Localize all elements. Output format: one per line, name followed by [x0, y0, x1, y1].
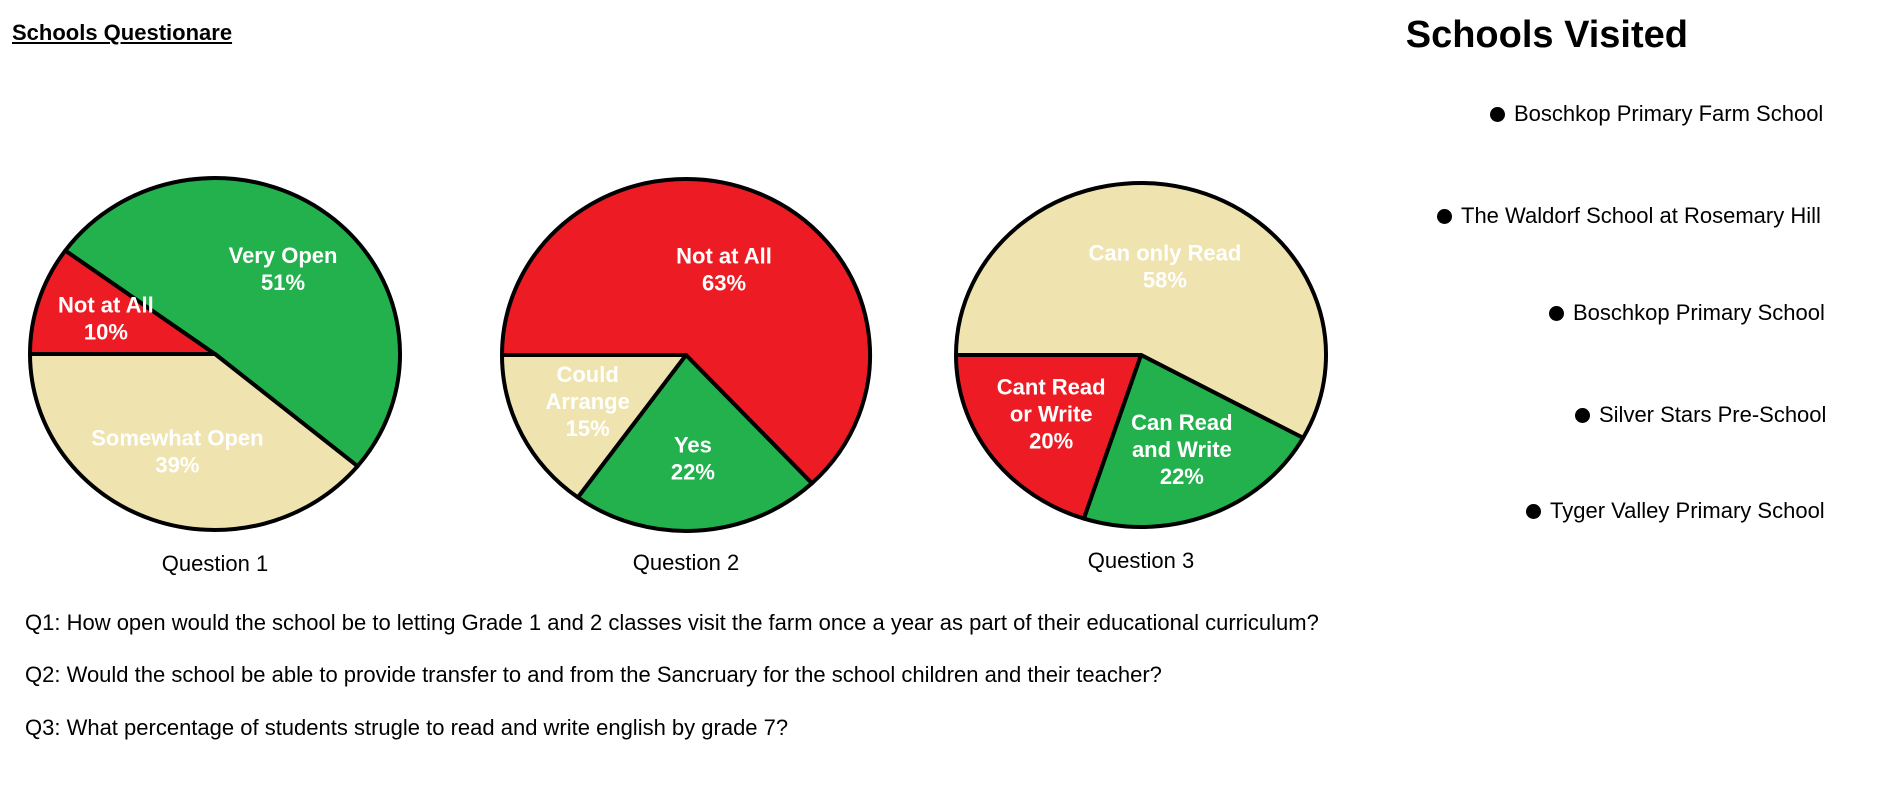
school-list-item: Tyger Valley Primary School [1526, 498, 1825, 524]
slice-category-label: or Write [1010, 401, 1093, 426]
schools-visited-title: Schools Visited [1405, 14, 1688, 56]
slice-category-label: Cant Read [997, 374, 1106, 399]
question-2-text: Q2: Would the school be able to provide … [25, 662, 1162, 687]
slice-category-label: Not at All [58, 293, 154, 318]
pie-slice [1081, 353, 1306, 529]
school-name: Silver Stars Pre-School [1599, 402, 1827, 427]
chart-title: Question 2 [633, 550, 739, 575]
slice-category-label: Arrange [545, 389, 629, 414]
pie-slice [954, 181, 1328, 440]
school-name: Boschkop Primary Farm School [1514, 101, 1824, 126]
pie-slice [500, 177, 872, 486]
slice-percent-label: 22% [671, 460, 715, 485]
chart-title: Question 3 [1088, 548, 1194, 573]
school-name: The Waldorf School at Rosemary Hill [1461, 203, 1821, 228]
bullet-icon [1437, 208, 1452, 224]
pie-slice [575, 353, 814, 533]
slice-percent-label: 20% [1029, 428, 1073, 453]
slice-category-label: Somewhat Open [91, 426, 263, 451]
slice-category-label: Can Read [1131, 410, 1232, 435]
slice-percent-label: 15% [566, 416, 610, 441]
slice-category-label: Could [556, 362, 618, 387]
question-3-text: Q3: What percentage of students strugle … [25, 715, 789, 740]
slice-category-label: Very Open [229, 243, 338, 268]
slice-percent-label: 63% [702, 270, 746, 295]
slice-category-label: and Write [1132, 437, 1232, 462]
chart-title: Question 1 [162, 551, 268, 576]
school-list-item: The Waldorf School at Rosemary Hill [1437, 203, 1821, 229]
bullet-icon [1575, 407, 1590, 423]
school-list-item: Silver Stars Pre-School [1575, 402, 1826, 428]
school-list-item: Boschkop Primary Farm School [1490, 101, 1823, 127]
slice-category-label: Yes [674, 433, 712, 458]
bullet-icon [1526, 503, 1541, 519]
slice-percent-label: 22% [1160, 464, 1204, 489]
page-title: Schools Questionare [12, 20, 233, 45]
pie-slice [28, 248, 217, 356]
bullet-icon [1490, 106, 1505, 122]
slice-category-label: Not at All [676, 243, 772, 268]
question-1-text: Q1: How open would the school be to lett… [25, 610, 1319, 635]
slice-percent-label: 51% [261, 270, 305, 295]
school-list-item: Boschkop Primary School [1549, 300, 1825, 326]
pie-slice [954, 353, 1143, 521]
slice-percent-label: 58% [1143, 268, 1187, 293]
slice-percent-label: 10% [84, 320, 128, 345]
pie-slice [28, 352, 360, 532]
pie-slice [500, 353, 688, 500]
school-name: Boschkop Primary School [1573, 300, 1825, 325]
slice-category-label: Can only Read [1089, 241, 1242, 266]
pie-slice [63, 176, 402, 469]
slice-percent-label: 39% [155, 453, 199, 478]
school-name: Tyger Valley Primary School [1550, 498, 1825, 523]
bullet-icon [1549, 305, 1564, 321]
